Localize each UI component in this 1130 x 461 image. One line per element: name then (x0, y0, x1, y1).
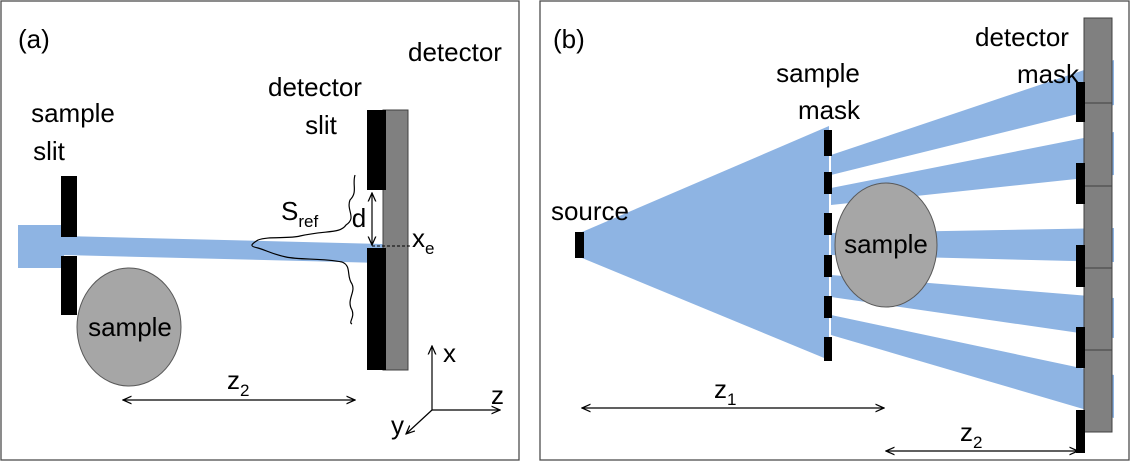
detector-slit-upper (367, 110, 386, 190)
axis-z-label: z (491, 380, 504, 410)
s-ref-curve (251, 174, 356, 325)
detector-slit-lower (367, 248, 386, 370)
panel-a-tag: (a) (18, 24, 50, 54)
xe-label: xe (412, 223, 434, 258)
sample-slit-label-line1: sample (31, 98, 115, 128)
fan-beam (582, 126, 829, 360)
z2-label-b: z2 (960, 417, 982, 452)
detector-mask-label-line2: mask (1017, 59, 1080, 89)
z1-label: z1 (714, 374, 736, 409)
panel-a: (a) sample slit sample detector detector… (0, 0, 520, 461)
panel-b: (b) source sample mask sample (539, 0, 1130, 461)
detector-a-label: detector (408, 37, 502, 67)
axis-y-label: y (391, 410, 404, 440)
axis-y-arrow (406, 409, 433, 434)
beamlet-1 (831, 60, 1114, 175)
detector-a (382, 109, 409, 371)
detector-mask-label-line1: detector (975, 22, 1069, 52)
s-ref-label: Sref (281, 196, 318, 231)
sample-b-label: sample (844, 229, 928, 259)
d-label: d (352, 203, 366, 233)
source (575, 232, 584, 258)
detector-slit-label-line1: detector (268, 72, 362, 102)
source-label: source (551, 196, 629, 226)
beamlet-5 (831, 315, 1114, 418)
sample-a (76, 267, 182, 387)
detector-mask (1076, 82, 1085, 453)
sample-mask-label-line1: sample (776, 58, 860, 88)
beam-a (18, 225, 383, 268)
panel-b-tag: (b) (553, 24, 585, 54)
sample-slit-upper (61, 176, 77, 237)
sample-mask-label-line2: mask (798, 95, 861, 125)
panel-a-frame (0, 0, 520, 461)
sample-slit-lower (61, 256, 77, 315)
sample-mask (824, 130, 832, 361)
z2-label-a: z2 (227, 365, 249, 400)
sample-slit-label-line2: slit (33, 136, 66, 166)
axis-x-label: x (443, 338, 456, 368)
sample-a-label: sample (88, 312, 172, 342)
sample-b (834, 182, 938, 308)
detector-slit-label-line2: slit (305, 110, 338, 140)
detector-b (1083, 17, 1113, 433)
